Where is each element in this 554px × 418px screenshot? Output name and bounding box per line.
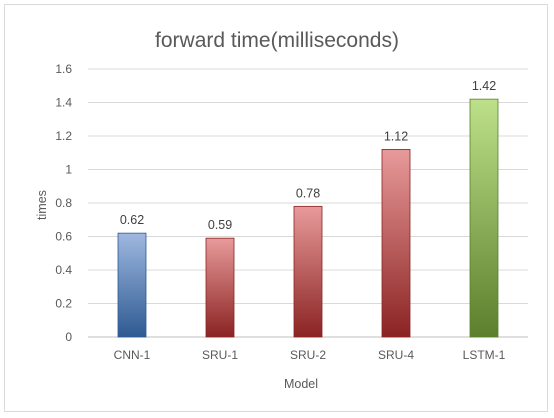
y-tick-label: 1.4 bbox=[55, 96, 72, 110]
y-tick-label: 0 bbox=[65, 330, 72, 344]
data-label: 0.59 bbox=[208, 218, 232, 232]
data-label: 0.62 bbox=[120, 213, 144, 227]
y-tick-label: 1.6 bbox=[55, 62, 72, 76]
y-tick-label: 0.6 bbox=[55, 230, 72, 244]
x-axis-label: Model bbox=[284, 377, 318, 391]
data-label: 0.78 bbox=[296, 186, 320, 200]
chart-frame bbox=[4, 4, 548, 412]
x-tick-label: SRU-4 bbox=[378, 348, 414, 362]
x-tick-label: CNN-1 bbox=[114, 348, 151, 362]
y-tick-label: 0.8 bbox=[55, 196, 72, 210]
bar-sru-2 bbox=[293, 205, 323, 338]
x-tick-label: SRU-1 bbox=[202, 348, 238, 362]
y-tick-label: 0.2 bbox=[55, 297, 72, 311]
bar-cnn-1 bbox=[117, 232, 147, 338]
bar-lstm-1 bbox=[469, 98, 499, 338]
bar-sru-1 bbox=[205, 237, 235, 338]
data-label: 1.12 bbox=[384, 129, 408, 143]
x-tick-label: LSTM-1 bbox=[463, 348, 506, 362]
data-labels: 0.62 0.59 0.78 1.12 1.42 bbox=[120, 79, 496, 232]
gridlines bbox=[88, 68, 528, 338]
bar-sru-4 bbox=[381, 148, 411, 338]
y-axis-label: times bbox=[35, 190, 49, 220]
x-tick-labels: CNN-1 SRU-1 SRU-2 SRU-4 LSTM-1 bbox=[114, 348, 506, 362]
y-tick-label: 0.4 bbox=[55, 263, 72, 277]
y-tick-label: 1.2 bbox=[55, 129, 72, 143]
x-tick-label: SRU-2 bbox=[290, 348, 326, 362]
bars bbox=[117, 98, 499, 338]
data-label: 1.42 bbox=[472, 79, 496, 93]
y-tick-label: 1 bbox=[65, 163, 72, 177]
chart-title: forward time(milliseconds) bbox=[155, 29, 399, 52]
y-tick-labels: 0 0.2 0.4 0.6 0.8 1 1.2 1.4 1.6 bbox=[55, 62, 72, 344]
